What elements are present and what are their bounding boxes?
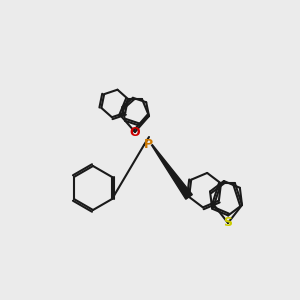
Text: O: O	[130, 125, 140, 139]
Polygon shape	[152, 145, 192, 199]
Text: P: P	[143, 139, 153, 152]
Text: S: S	[224, 217, 232, 230]
